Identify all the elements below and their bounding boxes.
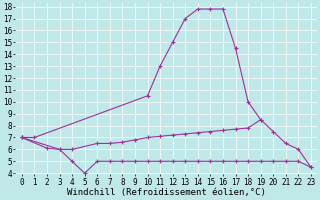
X-axis label: Windchill (Refroidissement éolien,°C): Windchill (Refroidissement éolien,°C): [67, 188, 266, 197]
